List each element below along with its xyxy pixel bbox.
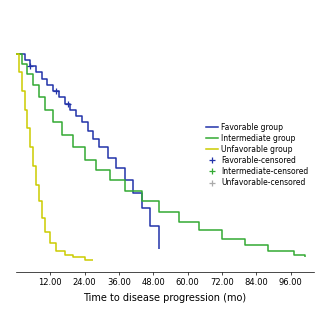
Legend: Favorable group, Intermediate group, Unfavorable group, Favorable-censored, Inte: Favorable group, Intermediate group, Unf… [205,121,310,189]
X-axis label: Time to disease progression (mo): Time to disease progression (mo) [83,293,246,303]
